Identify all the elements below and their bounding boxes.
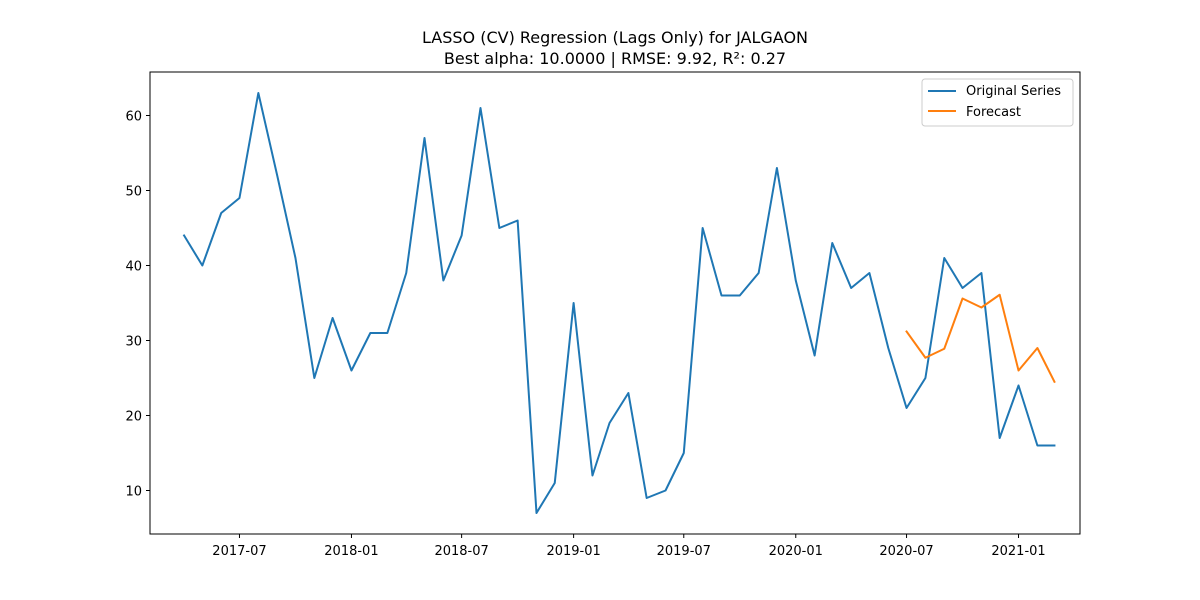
- series-line-forecast: [905, 293, 1056, 384]
- y-axis-ticks: 10 20 30 40 50 60: [125, 110, 150, 500]
- x-tick-label: 2018-01: [324, 544, 378, 559]
- y-tick-label: 10: [125, 485, 142, 500]
- chart-title: LASSO (CV) Regression (Lags Only) for JA…: [422, 28, 808, 47]
- legend: Original Series Forecast: [921, 78, 1074, 127]
- x-tick-label: 2021-01: [991, 544, 1045, 559]
- series-line-original: [182, 92, 1056, 514]
- x-tick-label: 2019-07: [657, 544, 711, 559]
- y-tick-label: 40: [125, 260, 142, 275]
- x-tick-label: 2019-01: [546, 544, 600, 559]
- x-tick-label: 2020-07: [879, 544, 933, 559]
- y-tick-label: 60: [125, 110, 142, 125]
- y-tick-label: 30: [125, 335, 142, 350]
- chart-subtitle: Best alpha: 10.0000 | RMSE: 9.92, R²: 0.…: [444, 49, 786, 68]
- legend-box: [921, 78, 1074, 127]
- plot-frame: [149, 71, 1081, 535]
- y-tick-label: 50: [125, 185, 142, 200]
- y-tick-label: 20: [125, 410, 142, 425]
- x-axis-ticks: 2017-07 2018-01 2018-07 2019-01 2019-07 2020-…: [212, 534, 1046, 559]
- plot-area: [182, 92, 1056, 514]
- x-tick-label: 2018-07: [434, 544, 488, 559]
- legend-label-forecast: Forecast: [966, 105, 1021, 120]
- legend-label-original: Original Series: [966, 84, 1061, 99]
- x-tick-label: 2017-07: [212, 544, 266, 559]
- x-tick-label: 2020-01: [769, 544, 823, 559]
